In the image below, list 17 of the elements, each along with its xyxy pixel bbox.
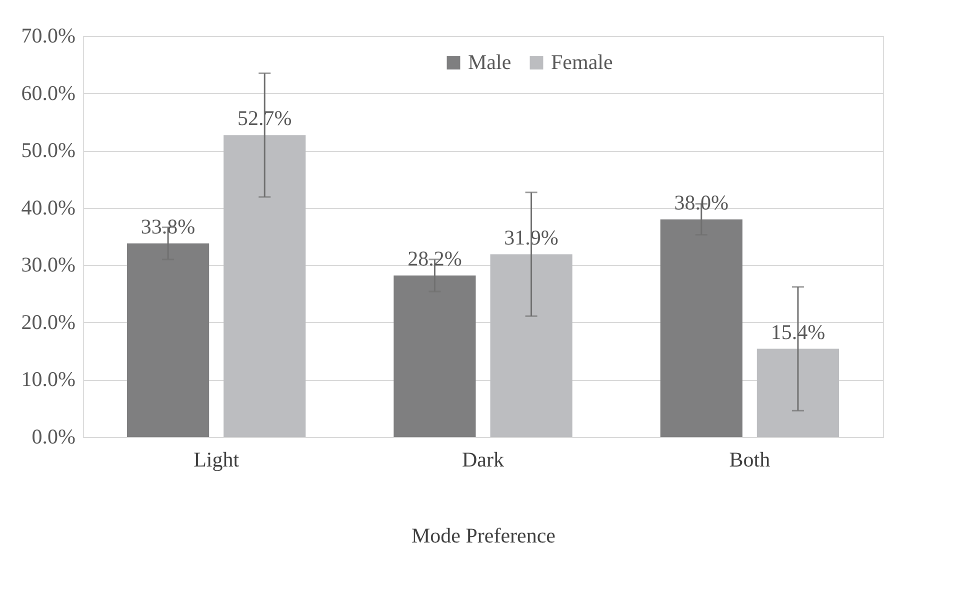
data-label: 28.2% [408, 246, 462, 270]
x-tick-label: Both [729, 448, 771, 472]
x-tick-label: Dark [462, 448, 504, 472]
y-tick-label: 30.0% [21, 252, 76, 277]
data-label: 33.8% [140, 214, 196, 238]
legend-label: Female [551, 50, 613, 74]
x-tick-label: Light [194, 448, 240, 472]
y-tick-label: 70.0% [21, 24, 76, 48]
x-axis-title: Mode Preference [411, 524, 556, 548]
y-tick-label: 20.0% [21, 310, 76, 334]
legend-label: Male [468, 50, 512, 74]
y-tick-label: 50.0% [21, 138, 76, 162]
y-tick-label: 40.0% [21, 195, 76, 220]
data-label: 38.0% [674, 190, 729, 214]
y-tick-label: 60.0% [21, 80, 76, 105]
y-tick-label: 10.0% [21, 367, 76, 392]
y-tick-label: 0.0% [32, 424, 76, 448]
